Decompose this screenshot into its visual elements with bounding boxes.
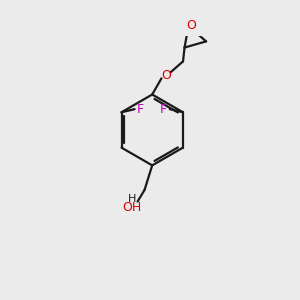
Text: F: F	[137, 103, 144, 116]
Text: OH: OH	[123, 201, 142, 214]
Text: O: O	[161, 69, 171, 82]
Text: O: O	[186, 20, 196, 32]
Text: H: H	[128, 194, 136, 204]
Text: F: F	[160, 103, 167, 116]
